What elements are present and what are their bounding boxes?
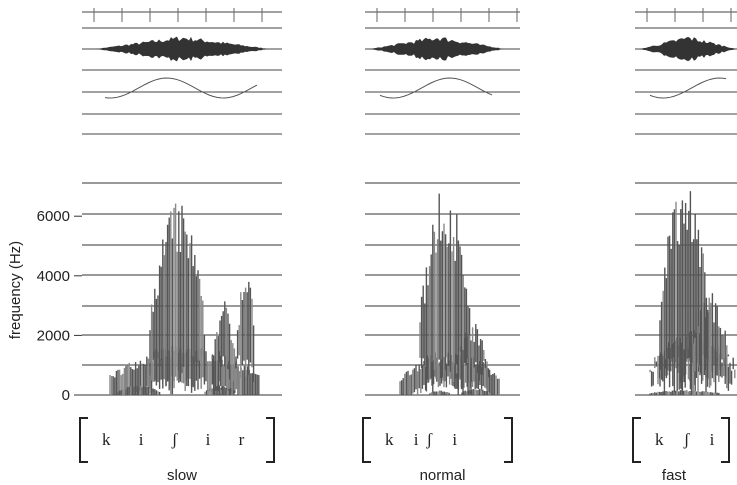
transcription: k iʃ i <box>385 430 465 449</box>
y-tick-label: 2000 <box>37 327 70 344</box>
panel-label: fast <box>662 467 687 484</box>
bracket-right <box>721 417 730 463</box>
y-tick-label: 0 <box>62 387 70 404</box>
bracket-left <box>79 417 88 463</box>
bracket-left <box>362 417 371 463</box>
pitch-track <box>104 77 258 99</box>
y-tick-label: 6000 <box>37 208 70 225</box>
bracket-right <box>504 417 513 463</box>
bracket-right <box>266 417 275 463</box>
waveform <box>640 36 736 62</box>
y-tick-label: 4000 <box>37 268 70 285</box>
pitch-track <box>649 77 727 99</box>
panel-label: slow <box>167 467 197 484</box>
pitch-track <box>379 77 493 99</box>
y-axis-label: frequency (Hz) <box>7 241 24 339</box>
waveform <box>95 36 269 62</box>
waveform <box>370 37 504 61</box>
transcription: k ʃ i <box>655 430 722 449</box>
panel-label: normal <box>420 467 466 484</box>
bracket-left <box>632 417 641 463</box>
transcription: k i ʃ i r <box>102 430 256 449</box>
